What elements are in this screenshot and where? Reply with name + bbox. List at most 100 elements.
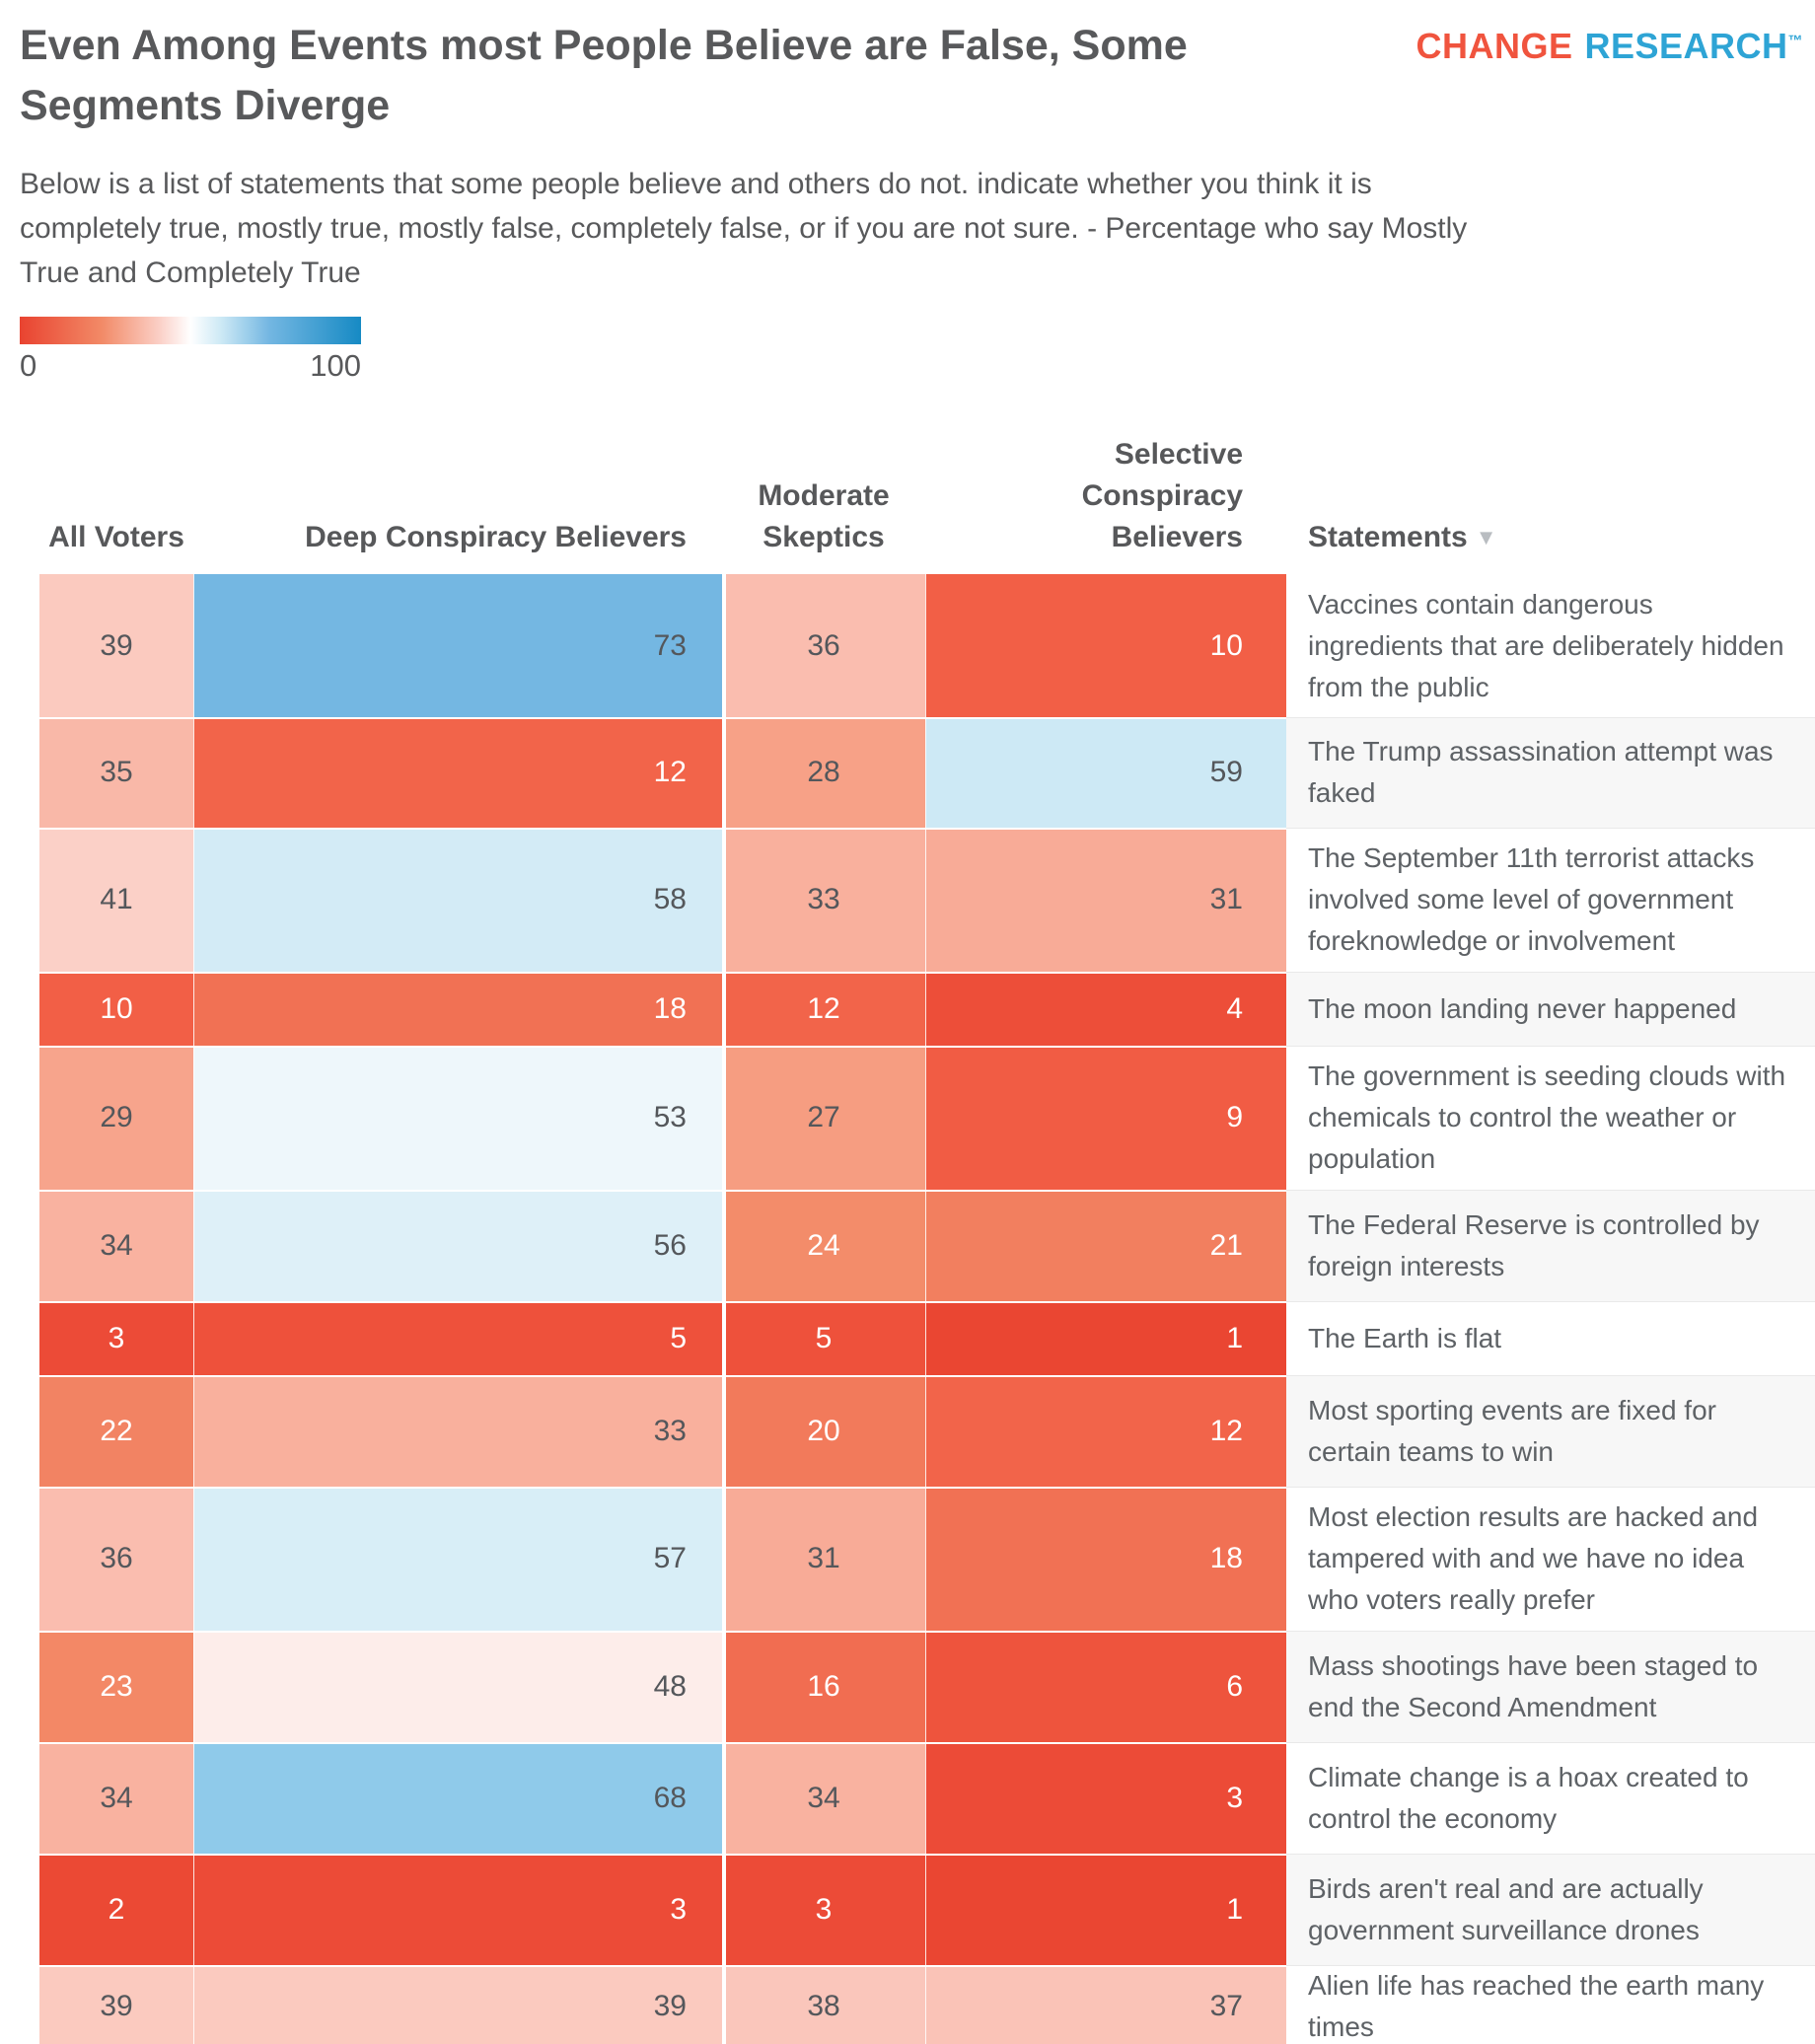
heatmap-cell-moderate-skeptics: 36 xyxy=(722,574,925,717)
heatmap-cell-deep-conspiracy-believers: 57 xyxy=(193,1487,722,1631)
heatmap-cell-all-voters: 39 xyxy=(39,1965,193,2044)
chart-subtitle: Below is a list of statements that some … xyxy=(20,168,1468,289)
heatmap-cell-moderate-skeptics: 12 xyxy=(722,972,925,1046)
table-row: 23 48 16 6 Mass shootings have been stag… xyxy=(39,1631,1815,1742)
heatmap-cell-selective-conspiracy-believers: 12 xyxy=(925,1375,1286,1487)
heatmap-cell-all-voters: 34 xyxy=(39,1190,193,1301)
heatmap-cell-selective-conspiracy-believers: 31 xyxy=(925,828,1286,972)
heatmap-cell-moderate-skeptics: 3 xyxy=(722,1854,925,1965)
logo-word-change: CHANGE xyxy=(1416,26,1573,66)
legend-max-label: 100 xyxy=(310,348,361,383)
statement-text: Alien life has reached the earth many ti… xyxy=(1308,1970,1765,2042)
change-research-logo: CHANGE RESEARCH™ xyxy=(1416,26,1803,67)
heatmap-cell-deep-conspiracy-believers: 39 xyxy=(193,1965,722,2044)
table-row: 2 3 3 1 Birds aren't real and are actual… xyxy=(39,1854,1815,1965)
table-row: 36 57 31 18 Most election results are ha… xyxy=(39,1487,1815,1631)
heatmap-cell-deep-conspiracy-believers: 53 xyxy=(193,1046,722,1190)
heatmap-cell-moderate-skeptics: 31 xyxy=(722,1487,925,1631)
statement-cell: Most sporting events are fixed for certa… xyxy=(1286,1375,1815,1487)
heatmap-body: 39 73 36 10 Vaccines contain dangerous i… xyxy=(39,574,1815,2044)
statement-cell: The Earth is flat xyxy=(1286,1301,1815,1375)
statement-text: The Earth is flat xyxy=(1308,1322,1502,1353)
statement-cell: Most election results are hacked and tam… xyxy=(1286,1487,1815,1631)
statement-cell: The government is seeding clouds with ch… xyxy=(1286,1046,1815,1190)
page-title: Even Among Events most People Believe ar… xyxy=(20,22,1188,129)
table-row: 22 33 20 12 Most sporting events are fix… xyxy=(39,1375,1815,1487)
heatmap-cell-all-voters: 22 xyxy=(39,1375,193,1487)
statement-cell: Vaccines contain dangerous ingredients t… xyxy=(1286,574,1815,717)
statement-text: The Trump assassination attempt was fake… xyxy=(1308,736,1774,808)
heatmap-cell-moderate-skeptics: 16 xyxy=(722,1631,925,1742)
heatmap-cell-moderate-skeptics: 5 xyxy=(722,1301,925,1375)
column-header-statements[interactable]: Statements ▼ xyxy=(1308,521,1497,553)
legend-labels: 0 100 xyxy=(20,348,361,384)
table-row: 35 12 28 59 The Trump assassination atte… xyxy=(39,717,1815,828)
statement-cell: Mass shootings have been staged to end t… xyxy=(1286,1631,1815,1742)
table-row: 39 73 36 10 Vaccines contain dangerous i… xyxy=(39,574,1815,717)
statement-cell: Alien life has reached the earth many ti… xyxy=(1286,1965,1815,2044)
heatmap-cell-all-voters: 41 xyxy=(39,828,193,972)
legend-gradient-bar xyxy=(20,317,361,344)
statement-text: Most sporting events are fixed for certa… xyxy=(1308,1394,1716,1467)
heatmap-cell-moderate-skeptics: 24 xyxy=(722,1190,925,1301)
heatmap-cell-deep-conspiracy-believers: 73 xyxy=(193,574,722,717)
heatmap-cell-selective-conspiracy-believers: 3 xyxy=(925,1742,1286,1854)
statement-text: Climate change is a hoax created to cont… xyxy=(1308,1761,1749,1834)
table-row: 3 5 5 1 The Earth is flat xyxy=(39,1301,1815,1375)
heatmap-cell-all-voters: 34 xyxy=(39,1742,193,1854)
statement-text: The Federal Reserve is controlled by for… xyxy=(1308,1208,1760,1281)
heatmap-cell-moderate-skeptics: 28 xyxy=(722,717,925,828)
heatmap-cell-selective-conspiracy-believers: 59 xyxy=(925,717,1286,828)
heatmap-cell-selective-conspiracy-believers: 10 xyxy=(925,574,1286,717)
heatmap-cell-moderate-skeptics: 33 xyxy=(722,828,925,972)
heatmap-cell-selective-conspiracy-believers: 4 xyxy=(925,972,1286,1046)
table-row: 34 68 34 3 Climate change is a hoax crea… xyxy=(39,1742,1815,1854)
statement-text: Vaccines contain dangerous ingredients t… xyxy=(1308,588,1784,702)
heatmap-cell-selective-conspiracy-believers: 6 xyxy=(925,1631,1286,1742)
statement-cell: The September 11th terrorist attacks inv… xyxy=(1286,828,1815,972)
statement-cell: The Federal Reserve is controlled by for… xyxy=(1286,1190,1815,1301)
heatmap-cell-all-voters: 23 xyxy=(39,1631,193,1742)
statement-text: Birds aren't real and are actually gover… xyxy=(1308,1872,1704,1945)
heatmap-cell-moderate-skeptics: 34 xyxy=(722,1742,925,1854)
table-row: 34 56 24 21 The Federal Reserve is contr… xyxy=(39,1190,1815,1301)
heatmap-cell-moderate-skeptics: 27 xyxy=(722,1046,925,1190)
table-row: 41 58 33 31 The September 11th terrorist… xyxy=(39,828,1815,972)
heatmap-cell-all-voters: 29 xyxy=(39,1046,193,1190)
heatmap-cell-deep-conspiracy-believers: 3 xyxy=(193,1854,722,1965)
heatmap-cell-selective-conspiracy-believers: 1 xyxy=(925,1301,1286,1375)
logo-word-research: RESEARCH xyxy=(1584,26,1788,66)
heatmap-cell-all-voters: 39 xyxy=(39,574,193,717)
heatmap-cell-selective-conspiracy-believers: 37 xyxy=(925,1965,1286,2044)
heatmap-cell-all-voters: 10 xyxy=(39,972,193,1046)
heatmap-cell-selective-conspiracy-believers: 18 xyxy=(925,1487,1286,1631)
heatmap-cell-deep-conspiracy-believers: 33 xyxy=(193,1375,722,1487)
statement-text: Most election results are hacked and tam… xyxy=(1308,1501,1759,1615)
heatmap-cell-deep-conspiracy-believers: 58 xyxy=(193,828,722,972)
table-row: 29 53 27 9 The government is seeding clo… xyxy=(39,1046,1815,1190)
heatmap-cell-selective-conspiracy-believers: 9 xyxy=(925,1046,1286,1190)
heatmap-cell-deep-conspiracy-believers: 48 xyxy=(193,1631,722,1742)
heatmap-cell-deep-conspiracy-believers: 12 xyxy=(193,717,722,828)
heatmap-cell-all-voters: 3 xyxy=(39,1301,193,1375)
trademark-symbol: ™ xyxy=(1787,33,1803,49)
color-legend: 0 100 xyxy=(20,317,361,384)
statement-cell: Climate change is a hoax created to cont… xyxy=(1286,1742,1815,1854)
heatmap-cell-deep-conspiracy-believers: 18 xyxy=(193,972,722,1046)
legend-min-label: 0 xyxy=(20,348,37,383)
heatmap-cell-moderate-skeptics: 20 xyxy=(722,1375,925,1487)
statement-text: The moon landing never happened xyxy=(1308,992,1737,1024)
table-row: 10 18 12 4 The moon landing never happen… xyxy=(39,972,1815,1046)
heatmap-cell-deep-conspiracy-believers: 5 xyxy=(193,1301,722,1375)
column-header-all-voters: All Voters xyxy=(48,521,184,553)
heatmap-table: All Voters Deep Conspiracy Believers Mod… xyxy=(39,384,1815,2044)
column-header-moderate-skeptics: Moderate Skeptics xyxy=(758,479,890,553)
heatmap-cell-moderate-skeptics: 38 xyxy=(722,1965,925,2044)
statement-cell: The Trump assassination attempt was fake… xyxy=(1286,717,1815,828)
statement-cell: The moon landing never happened xyxy=(1286,972,1815,1046)
heatmap-cell-all-voters: 35 xyxy=(39,717,193,828)
heatmap-cell-selective-conspiracy-believers: 1 xyxy=(925,1854,1286,1965)
statement-text: The September 11th terrorist attacks inv… xyxy=(1308,842,1755,956)
